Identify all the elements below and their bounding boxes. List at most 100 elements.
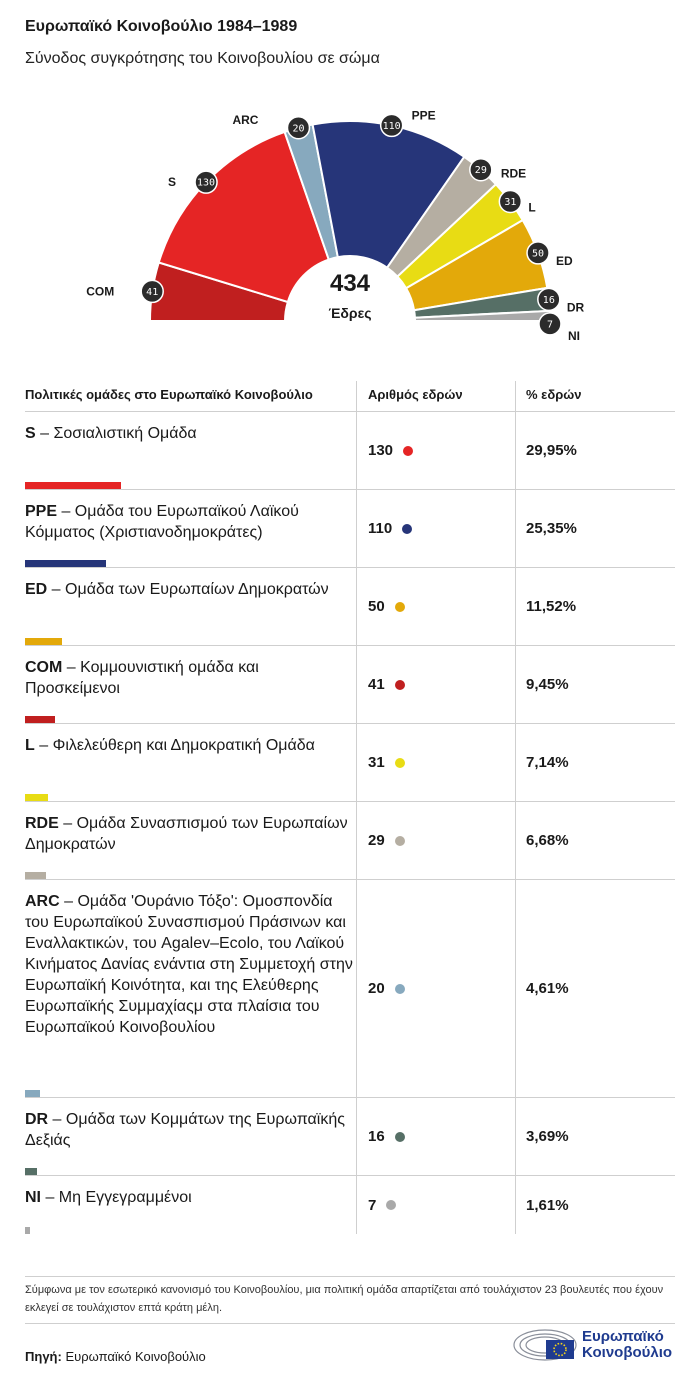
seat-count-s: 130 — [197, 178, 215, 189]
percent-value: 11,52% — [526, 598, 577, 615]
logo-line1: Ευρωπαϊκό — [582, 1328, 664, 1345]
group-abbr: RDE — [25, 815, 59, 832]
seat-bubble-com — [140, 279, 164, 304]
group-label-ni: NI — [568, 329, 580, 343]
group-cell: NI – Μη Εγγεγραμμένοι — [25, 1176, 356, 1234]
header-percent: % εδρών — [515, 381, 675, 411]
seat-bubble-ppe — [379, 113, 404, 138]
group-cell: S – Σοσιαλιστική Ομάδα — [25, 412, 356, 489]
group-abbr: ARC — [25, 893, 60, 910]
group-share-bar — [25, 716, 55, 723]
table-row: S – Σοσιαλιστική Ομάδα 130 29,95% — [25, 412, 675, 490]
seats-cell: 20 — [356, 880, 515, 1097]
percent-value: 4,61% — [526, 980, 569, 997]
group-cell: PPE – Ομάδα του Ευρωπαϊκού Λαϊκού Κόμματ… — [25, 490, 356, 567]
table-row: ED – Ομάδα των Ευρωπαίων Δημοκρατών 50 11,… — [25, 568, 675, 646]
table-row: L – Φιλελεύθερη και Δημοκρατική Ομάδα 31 7… — [25, 724, 675, 802]
total-seats: 434 — [330, 270, 371, 297]
total-seats-label: Έδρες — [328, 305, 371, 321]
group-color-dot — [394, 679, 405, 690]
percent-value: 29,95% — [526, 442, 577, 459]
group-name: – Κομμουνιστική ομάδα και Προσκείμενοι — [25, 659, 259, 697]
group-color-dot — [386, 1200, 397, 1210]
group-name: – Ομάδα των Ευρωπαίων Δημοκρατών — [47, 581, 329, 598]
table-row: ARC – Ομάδα 'Ουράνιο Τόξο': Ομοσπονδία τ… — [25, 880, 675, 1098]
percent-cell: 1,61% — [515, 1176, 675, 1234]
source: Πηγή: Ευρωπαϊκό Κοινοβούλιο — [25, 1349, 206, 1364]
percent-cell: 7,14% — [515, 724, 675, 801]
logo-line2: Κοινοβούλιο — [582, 1344, 673, 1361]
seats-value: 29 — [368, 832, 385, 849]
seats-cell: 50 — [356, 568, 515, 645]
group-color-dot — [394, 1131, 405, 1142]
table-header: Πολιτικές ομάδες στο Ευρωπαϊκό Κοινοβούλ… — [25, 381, 675, 412]
seats-cell: 130 — [356, 412, 515, 489]
group-color-dot — [394, 983, 405, 994]
group-cell: RDE – Ομάδα Συνασπισμού των Ευρωπαίων Δη… — [25, 802, 356, 879]
seat-count-rde: 29 — [475, 165, 487, 176]
group-cell: L – Φιλελεύθερη και Δημοκρατική Ομάδα — [25, 724, 356, 801]
percent-value: 25,35% — [526, 520, 577, 537]
group-abbr: NI — [25, 1189, 41, 1206]
seat-bubble-dr — [537, 287, 561, 312]
group-abbr: ED — [25, 581, 48, 598]
seat-bubble-l — [498, 189, 523, 214]
percent-value: 3,69% — [526, 1128, 569, 1145]
group-share-bar — [25, 560, 106, 567]
table-row: PPE – Ομάδα του Ευρωπαϊκού Λαϊκού Κόμματ… — [25, 490, 675, 568]
seats-value: 130 — [368, 442, 394, 459]
percent-value: 9,45% — [526, 676, 569, 693]
seats-cell: 110 — [356, 490, 515, 567]
table-row: NI – Μη Εγγεγραμμένοι 7 1,61% — [25, 1176, 675, 1234]
group-label-ppe: PPE — [412, 108, 436, 122]
group-label-arc: ARC — [232, 113, 258, 127]
ep-logo: Ευρωπαϊκό Κοινοβούλιο — [512, 1323, 682, 1363]
group-name: – Ομάδα του Ευρωπαϊκού Λαϊκού Κόμματος (… — [25, 503, 299, 541]
group-label-dr: DR — [567, 300, 585, 314]
seat-count-arc: 20 — [292, 123, 304, 134]
footnote: Σύμφωνα με τον εσωτερικό κανονισμό του Κ… — [25, 1276, 675, 1324]
percent-cell: 11,52% — [515, 568, 675, 645]
seats-cell: 16 — [356, 1098, 515, 1175]
percent-cell: 9,45% — [515, 646, 675, 723]
seats-cell: 7 — [356, 1176, 515, 1234]
header-group: Πολιτικές ομάδες στο Ευρωπαϊκό Κοινοβούλ… — [25, 387, 313, 402]
groups-table: Πολιτικές ομάδες στο Ευρωπαϊκό Κοινοβούλ… — [25, 381, 675, 1234]
seats-value: 7 — [368, 1196, 377, 1214]
group-abbr: S — [25, 425, 36, 442]
group-color-dot — [394, 757, 405, 768]
group-color-dot — [403, 445, 414, 456]
group-abbr: PPE — [25, 503, 58, 520]
group-cell: DR – Ομάδα των Κομμάτων της Ευρωπαϊκής Δ… — [25, 1098, 356, 1175]
percent-value: 7,14% — [526, 754, 569, 771]
seat-count-ni: 7 — [547, 319, 553, 330]
group-cell: ARC – Ομάδα 'Ουράνιο Τόξο': Ομοσπονδία τ… — [25, 880, 356, 1097]
group-label-ed: ED — [556, 254, 573, 268]
percent-cell: 29,95% — [515, 412, 675, 489]
seat-count-l: 31 — [504, 197, 516, 208]
seat-bubble-s — [194, 170, 218, 194]
group-label-rde: RDE — [501, 167, 526, 181]
group-share-bar — [25, 1090, 40, 1097]
seats-value: 16 — [368, 1128, 385, 1145]
group-color-dot — [394, 601, 405, 612]
percent-value: 6,68% — [526, 832, 569, 849]
seat-bubble-ed — [526, 241, 550, 265]
group-label-l: L — [528, 200, 535, 214]
group-name: – Ομάδα Συνασπισμού των Ευρωπαίων Δημοκρ… — [25, 815, 348, 853]
group-share-bar — [25, 482, 121, 489]
group-label-com: COM — [86, 284, 114, 298]
group-name: – Μη Εγγεγραμμένοι — [41, 1189, 192, 1206]
percent-value: 1,61% — [526, 1196, 569, 1214]
group-color-dot — [402, 523, 413, 534]
seat-count-com: 41 — [146, 287, 158, 298]
group-name: – Ομάδα 'Ουράνιο Τόξο': Ομοσπονδία του Ε… — [25, 893, 353, 1036]
table-row: COM – Κομμουνιστική ομάδα και Προσκείμεν… — [25, 646, 675, 724]
page-title: Ευρωπαϊκό Κοινοβούλιο 1984–1989 — [25, 18, 298, 35]
seats-cell: 29 — [356, 802, 515, 879]
seat-bubble-rde — [469, 157, 493, 182]
group-name: – Ομάδα των Κομμάτων της Ευρωπαϊκής Δεξι… — [25, 1111, 345, 1149]
seat-count-ed: 50 — [532, 248, 544, 259]
seats-value: 20 — [368, 980, 385, 997]
percent-cell: 6,68% — [515, 802, 675, 879]
